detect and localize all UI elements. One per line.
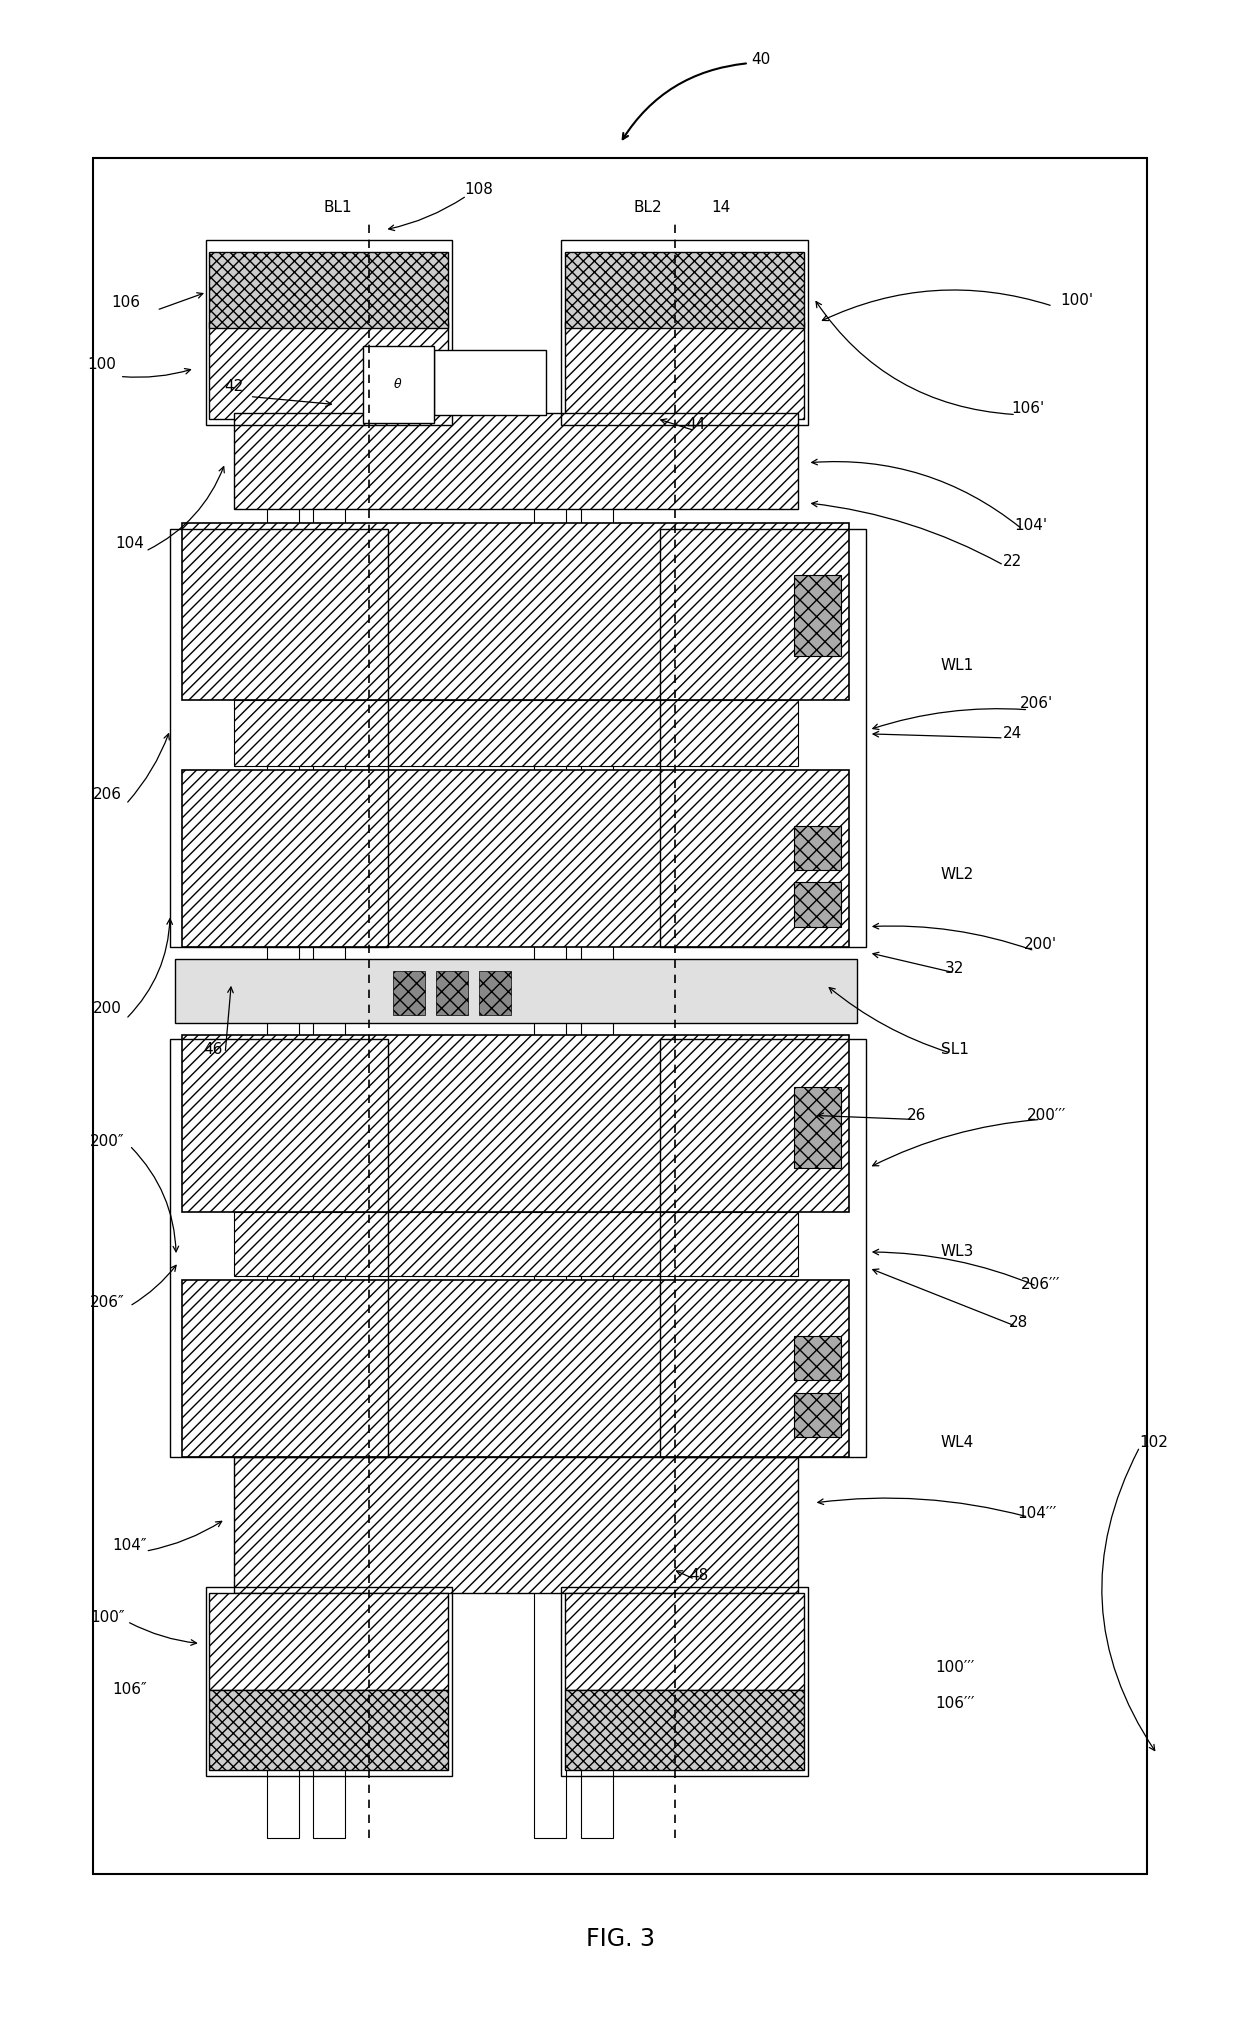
Bar — [170, 1039, 388, 1456]
Text: 206: 206 — [93, 787, 122, 801]
Text: 100′′′: 100′′′ — [935, 1660, 975, 1674]
Text: 100″: 100″ — [91, 1610, 125, 1626]
Bar — [434, 350, 547, 415]
Text: WL4: WL4 — [941, 1436, 973, 1450]
Text: BL1: BL1 — [324, 200, 352, 214]
Bar — [234, 1456, 797, 1593]
Text: 26: 26 — [906, 1108, 926, 1122]
Text: FIG. 3: FIG. 3 — [585, 1927, 655, 1951]
Bar — [234, 412, 797, 510]
Bar — [206, 1587, 453, 1775]
Bar — [580, 423, 613, 1838]
Bar — [794, 1337, 841, 1381]
Bar — [479, 971, 511, 1015]
Bar — [562, 241, 807, 425]
Bar — [565, 1593, 804, 1690]
Bar — [182, 524, 849, 700]
Bar — [314, 423, 346, 1838]
Text: 200″: 200″ — [91, 1134, 125, 1148]
Text: 104′′′: 104′′′ — [1017, 1506, 1056, 1521]
Bar — [206, 241, 453, 425]
Bar — [210, 321, 449, 419]
Text: 22: 22 — [1003, 554, 1022, 568]
Bar — [170, 530, 388, 946]
Text: WL3: WL3 — [940, 1244, 973, 1260]
Bar — [267, 423, 299, 1838]
Text: 12: 12 — [234, 277, 253, 291]
Bar — [661, 530, 867, 946]
Bar — [565, 253, 804, 328]
Bar — [562, 1587, 807, 1775]
Text: 206′′′: 206′′′ — [1021, 1276, 1060, 1292]
Text: 200: 200 — [93, 1001, 122, 1017]
Bar — [362, 346, 434, 423]
Bar — [565, 1690, 804, 1769]
Text: WL1: WL1 — [941, 657, 973, 673]
Text: 200': 200' — [1024, 938, 1058, 952]
Text: WL2: WL2 — [941, 867, 973, 882]
Text: 100': 100' — [1060, 293, 1094, 307]
Bar — [182, 1280, 849, 1456]
Bar — [794, 1088, 841, 1167]
Text: 104: 104 — [115, 536, 144, 550]
Text: 106″: 106″ — [112, 1682, 146, 1696]
Text: SL1: SL1 — [941, 1041, 968, 1058]
Text: BL2: BL2 — [634, 200, 662, 214]
Text: 108: 108 — [465, 182, 494, 198]
Bar — [794, 827, 841, 869]
Bar — [210, 1690, 449, 1769]
Bar — [210, 1593, 449, 1690]
Bar — [175, 958, 857, 1023]
Text: 44: 44 — [687, 417, 706, 433]
Bar — [565, 321, 804, 419]
Text: 106: 106 — [112, 295, 140, 309]
Text: 24: 24 — [1003, 726, 1022, 742]
Text: 104″: 104″ — [113, 1537, 146, 1553]
Text: 102: 102 — [1138, 1436, 1168, 1450]
Text: 48: 48 — [689, 1567, 708, 1583]
Text: 46: 46 — [203, 1041, 223, 1058]
Text: 28: 28 — [1009, 1314, 1028, 1330]
Text: 42: 42 — [224, 378, 243, 394]
Bar — [210, 253, 449, 328]
Bar — [234, 1211, 797, 1276]
Bar — [93, 158, 1147, 1874]
Text: 32: 32 — [945, 960, 965, 977]
Text: 106′′′: 106′′′ — [935, 1696, 975, 1711]
Bar — [436, 971, 467, 1015]
Text: 100: 100 — [87, 358, 115, 372]
Bar — [794, 1393, 841, 1438]
Text: 106': 106' — [1012, 400, 1045, 417]
Text: 206″: 206″ — [91, 1294, 125, 1310]
Text: 200′′′: 200′′′ — [1027, 1108, 1066, 1122]
Bar — [393, 971, 425, 1015]
Text: 14: 14 — [711, 200, 730, 214]
Bar — [794, 882, 841, 926]
Text: 206': 206' — [1021, 696, 1054, 712]
Bar — [182, 1035, 849, 1211]
Text: 104': 104' — [1014, 518, 1048, 532]
Text: $\theta$: $\theta$ — [393, 378, 403, 392]
Bar — [794, 574, 841, 655]
Bar — [661, 1039, 867, 1456]
Bar — [534, 423, 565, 1838]
Bar — [234, 700, 797, 766]
Text: 40: 40 — [751, 53, 770, 67]
Bar — [182, 770, 849, 946]
